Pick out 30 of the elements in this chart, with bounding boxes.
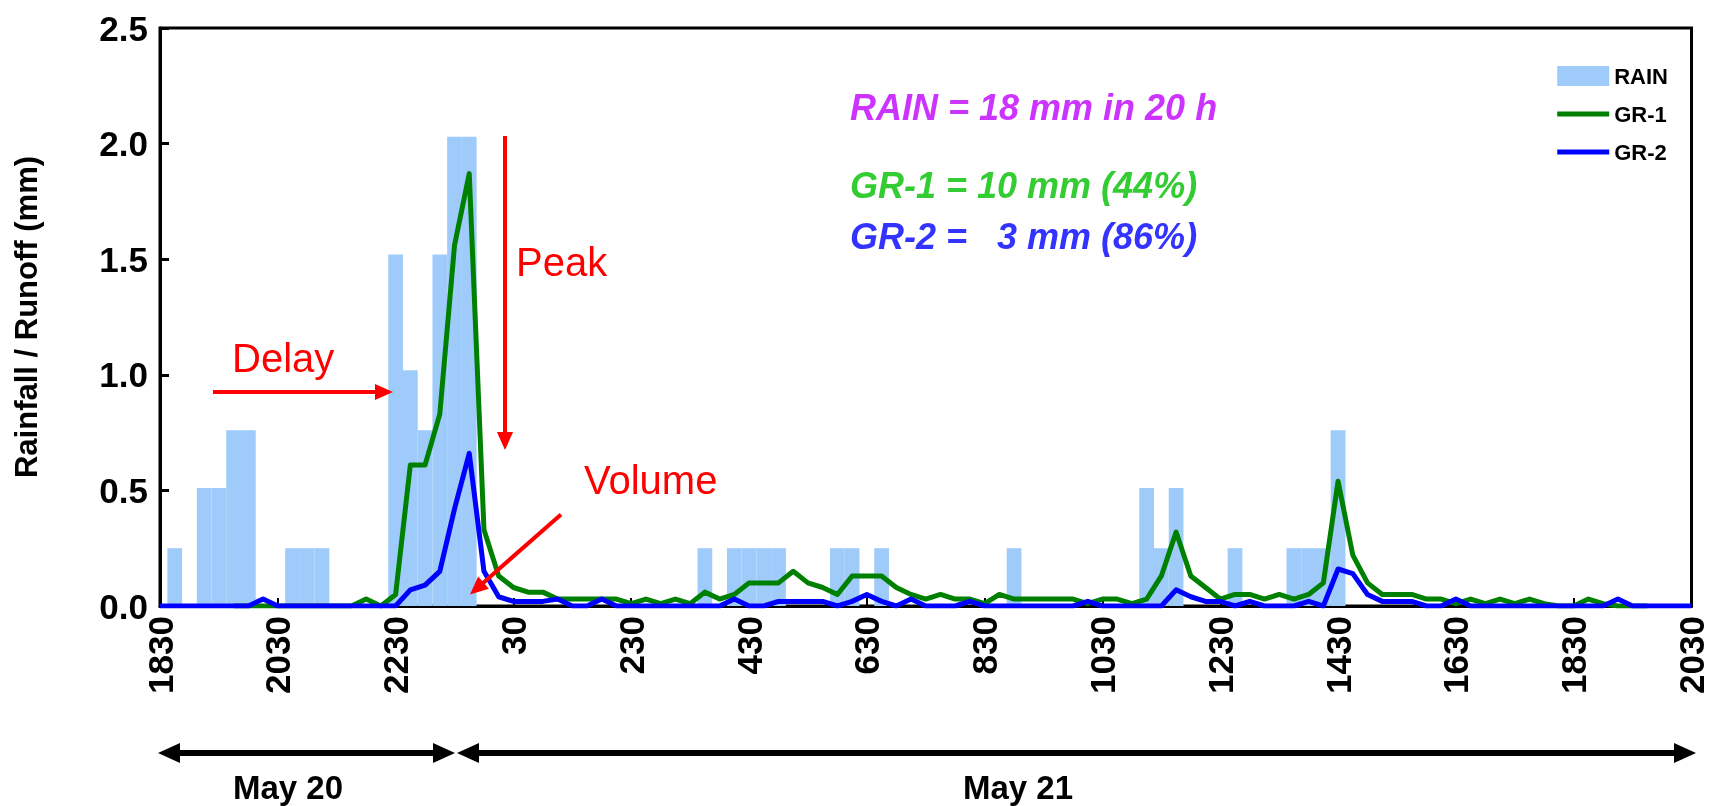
- legend-label: GR-1: [1614, 101, 1667, 127]
- y-tick-label: 2.0: [99, 124, 148, 164]
- x-tick-label: 1830: [1554, 616, 1594, 694]
- x-tick-label: 1630: [1436, 616, 1476, 694]
- text: May 20: [232, 769, 344, 806]
- x-tick-label: 2030: [1672, 616, 1709, 694]
- annotation: GR-1 = 10 mm (44%): [850, 165, 1198, 206]
- x-tick-label: 830: [965, 616, 1005, 675]
- legend-label: RAIN: [1614, 63, 1669, 89]
- y-tick-label: 1.0: [99, 355, 148, 395]
- x-tick-label: 430: [729, 616, 769, 675]
- x-tick-label: 1030: [1082, 616, 1122, 694]
- x-tick-label: 1230: [1200, 616, 1240, 694]
- y-axis-title: Rainfall / Runoff (mm): [9, 155, 44, 479]
- annotation: Peak: [516, 240, 608, 284]
- annotation: Volume: [584, 458, 718, 502]
- x-tick-label: 630: [847, 616, 887, 675]
- x-tick-label: 1430: [1318, 616, 1358, 694]
- x-tick-label: 30: [493, 616, 533, 655]
- annotation: RAIN = 18 mm in 20 h: [850, 87, 1218, 128]
- annotation: Delay: [232, 336, 335, 380]
- x-tick-label: 230: [611, 616, 651, 675]
- y-tick-label: 1.5: [99, 239, 148, 279]
- y-tick-label: 2.5: [99, 8, 148, 48]
- x-tick-label: 2230: [376, 616, 416, 694]
- y-tick-label: 0.5: [99, 470, 148, 510]
- text: May 21: [962, 769, 1074, 806]
- legend-label: GR-2: [1614, 139, 1667, 165]
- x-tick-label: 2030: [258, 616, 298, 694]
- annotation: GR-2 = 3 mm (86%): [850, 216, 1198, 257]
